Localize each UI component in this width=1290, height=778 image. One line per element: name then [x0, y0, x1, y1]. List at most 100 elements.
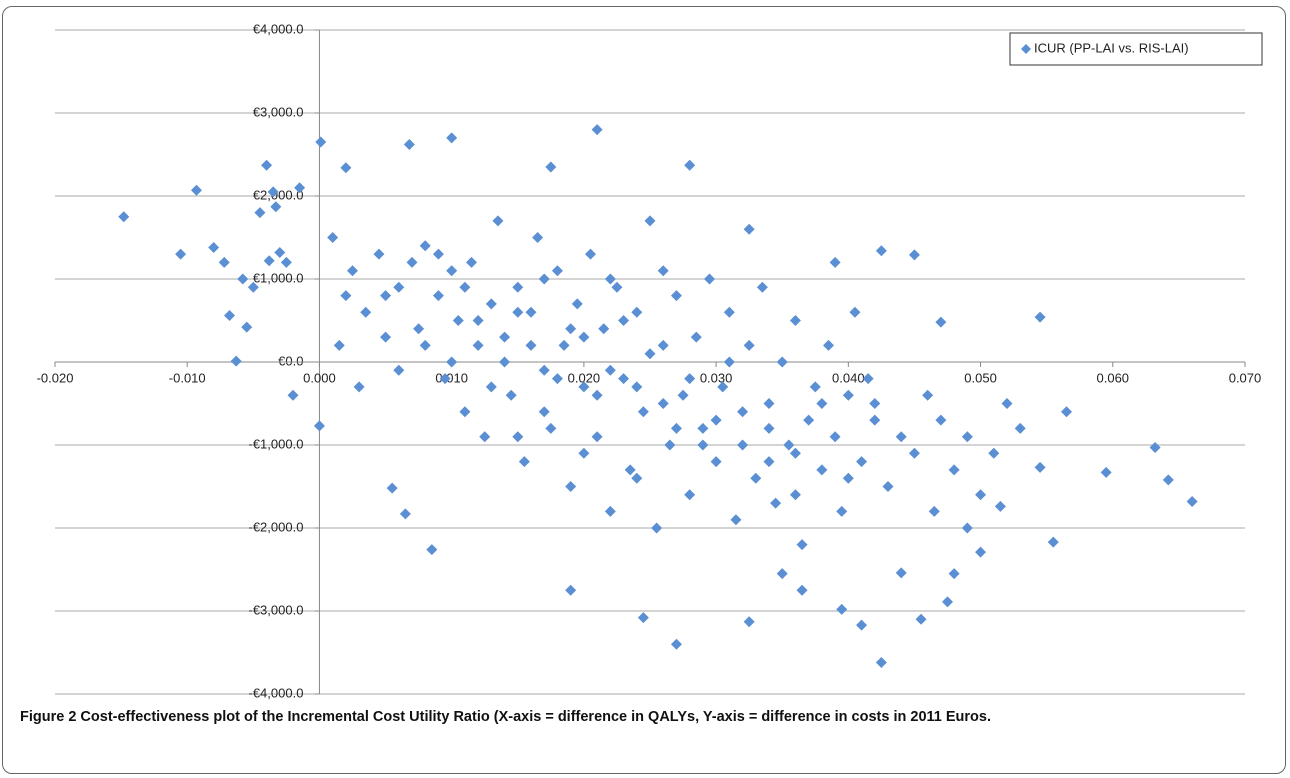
y-tick-label: €0.0 [278, 353, 303, 368]
legend-box [1009, 32, 1263, 66]
point [472, 315, 484, 326]
point [512, 281, 524, 293]
point [743, 339, 755, 351]
point [723, 306, 735, 318]
point [1001, 398, 1013, 409]
point [499, 356, 511, 368]
point [399, 508, 411, 520]
point [591, 389, 603, 401]
point [492, 215, 504, 227]
point [1034, 461, 1046, 473]
point [875, 245, 887, 257]
y-tick-label: €3,000.0 [253, 104, 304, 119]
y-tick-label: €2,000.0 [253, 187, 304, 202]
point [525, 306, 537, 318]
point [1034, 311, 1046, 323]
point [118, 211, 130, 223]
y-tick-label: -€3,000.0 [249, 602, 304, 617]
point [789, 447, 801, 459]
point [942, 596, 953, 608]
x-tick-label: 0.040 [832, 370, 865, 385]
point [591, 431, 603, 443]
point [224, 310, 236, 322]
point [545, 161, 557, 173]
point [270, 201, 282, 213]
point [730, 514, 742, 526]
point [479, 431, 491, 443]
point [267, 186, 279, 198]
point [750, 472, 762, 484]
point [842, 389, 854, 401]
point [532, 232, 544, 243]
point [263, 255, 275, 267]
point [829, 256, 841, 268]
point [935, 414, 947, 426]
point [446, 132, 458, 144]
point [684, 159, 696, 171]
point [175, 248, 187, 260]
point [677, 389, 689, 401]
point [360, 306, 372, 318]
point [611, 281, 623, 293]
point [704, 273, 715, 285]
point [432, 248, 444, 260]
point [333, 339, 345, 351]
point [313, 420, 325, 432]
point [446, 356, 458, 368]
point [670, 638, 682, 650]
point [525, 339, 537, 351]
point [386, 482, 398, 494]
point [631, 306, 643, 318]
point [459, 406, 471, 418]
point [618, 373, 630, 385]
point [915, 613, 927, 625]
point [426, 544, 438, 556]
point [763, 422, 775, 434]
point [538, 406, 550, 418]
point [908, 447, 920, 459]
point [856, 619, 868, 631]
point [571, 298, 583, 310]
point [657, 339, 669, 351]
y-tick-label: -€1,000.0 [249, 436, 304, 451]
point [637, 406, 649, 418]
point [604, 273, 616, 285]
point [789, 315, 801, 326]
point [829, 431, 841, 443]
x-tick-label: 0.050 [964, 370, 997, 385]
point [770, 497, 782, 509]
point [403, 139, 415, 151]
x-tick-label: 0.060 [1097, 370, 1130, 385]
point [697, 422, 709, 434]
point [717, 381, 729, 393]
point [466, 256, 477, 268]
point [637, 612, 649, 624]
point [241, 321, 253, 333]
point [538, 273, 550, 285]
point [869, 398, 881, 409]
point [1047, 536, 1059, 548]
point [538, 364, 550, 376]
point [789, 489, 801, 501]
point [922, 389, 934, 401]
point [975, 489, 987, 501]
point [842, 472, 854, 484]
point [551, 373, 563, 385]
point [499, 331, 511, 343]
point [512, 306, 524, 318]
point [294, 182, 306, 194]
point [327, 232, 339, 243]
legend-label: ICUR (PP-LAI vs. RIS-LAI) [1034, 40, 1189, 55]
point [340, 290, 352, 302]
point [908, 249, 920, 261]
point [935, 316, 947, 328]
point [439, 373, 451, 385]
x-tick-label: -0.010 [169, 370, 206, 385]
point [419, 240, 431, 252]
point [657, 265, 669, 277]
point [247, 281, 259, 293]
point [961, 522, 973, 534]
y-tick-label: -€4,000.0 [249, 685, 304, 700]
point [723, 356, 735, 368]
